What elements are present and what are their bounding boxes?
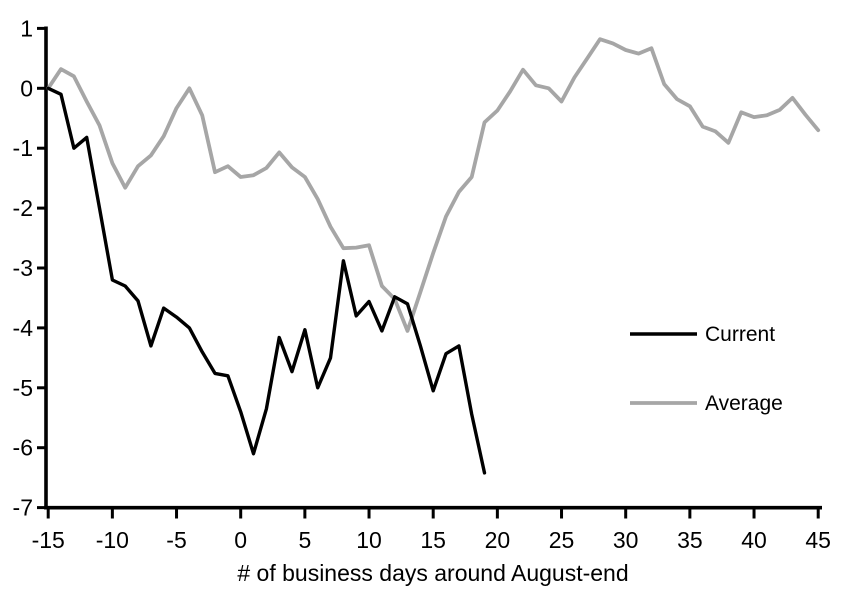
y-tick-label: -3	[13, 255, 33, 281]
y-tick-label: -2	[13, 195, 33, 221]
y-tick-label: -4	[13, 315, 34, 341]
y-tick-label: 1	[20, 15, 33, 41]
x-tick-label: 45	[805, 527, 831, 553]
x-tick-label: 30	[613, 527, 639, 553]
x-axis-title: # of business days around August-end	[237, 560, 628, 586]
y-tick-label: -5	[13, 375, 33, 401]
series-average-line	[46, 37, 821, 333]
series-current-line	[46, 86, 487, 475]
y-tick-label: -6	[13, 435, 33, 461]
y-axis-ticks: 1 0 -1 -2 -3 -4 -5 -6 -7	[13, 15, 46, 521]
y-tick-label: -7	[13, 495, 33, 521]
x-tick-label: 40	[741, 527, 767, 553]
y-tick-label: -1	[13, 135, 33, 161]
x-tick-label: 20	[485, 527, 511, 553]
legend-current-label: Current	[705, 323, 775, 346]
x-tick-label: 0	[234, 527, 247, 553]
x-tick-label: -15	[32, 527, 65, 553]
x-tick-label: 35	[677, 527, 703, 553]
x-tick-label: 15	[420, 527, 446, 553]
legend-average-label: Average	[705, 392, 783, 415]
x-tick-label: 10	[356, 527, 382, 553]
legend: Current Average	[630, 323, 783, 415]
x-tick-label: 25	[549, 527, 575, 553]
x-axis-ticks: -15 -10 -5 0 5 10 15 20 25 30 35 40 45	[32, 507, 831, 553]
data-series	[46, 37, 821, 475]
x-tick-label: 5	[298, 527, 311, 553]
y-tick-label: 0	[20, 75, 33, 101]
x-tick-label: -10	[96, 527, 129, 553]
x-tick-label: -5	[166, 527, 186, 553]
